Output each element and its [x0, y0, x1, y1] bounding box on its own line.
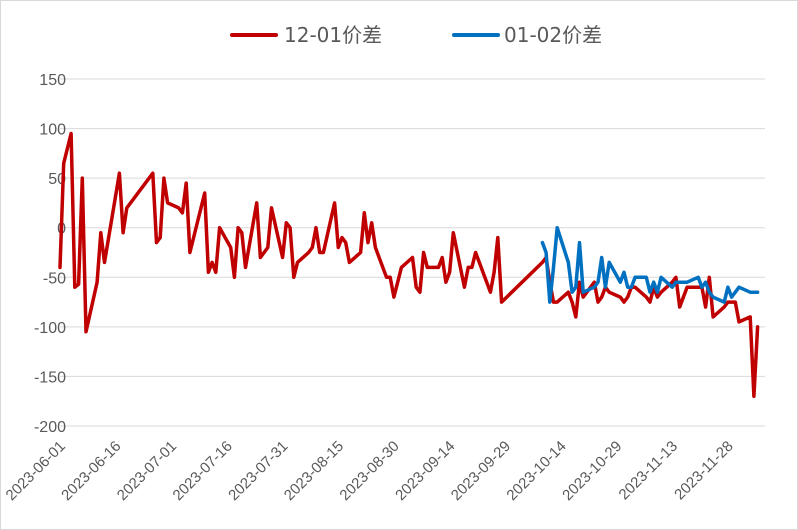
y-tick-label: -50	[43, 270, 66, 287]
y-tick-label: -150	[34, 369, 66, 386]
series-lines	[58, 131, 760, 399]
x-axis-ticks: 2023-06-012023-06-162023-07-012023-07-16…	[3, 438, 737, 504]
legend-label: 12-01价差	[284, 23, 382, 47]
y-tick-label: -200	[34, 419, 66, 436]
x-tick-label: 2023-10-14	[503, 438, 569, 504]
y-tick-label: 150	[39, 72, 66, 89]
x-tick-label: 2023-11-13	[616, 438, 681, 503]
legend: 12-01价差 01-02价差	[230, 23, 602, 47]
y-tick-label: -100	[34, 320, 66, 337]
gridlines	[60, 78, 765, 427]
series-line-2	[540, 225, 760, 304]
legend-label: 01-02价差	[504, 23, 602, 47]
y-tick-label: 100	[39, 122, 66, 139]
x-tick-label: 2023-06-16	[58, 438, 124, 504]
x-tick-label: 2023-06-01	[3, 438, 69, 504]
x-tick-label: 2023-10-29	[559, 438, 625, 504]
x-tick-label: 2023-11-28	[671, 438, 736, 503]
series-line-1	[58, 131, 760, 399]
